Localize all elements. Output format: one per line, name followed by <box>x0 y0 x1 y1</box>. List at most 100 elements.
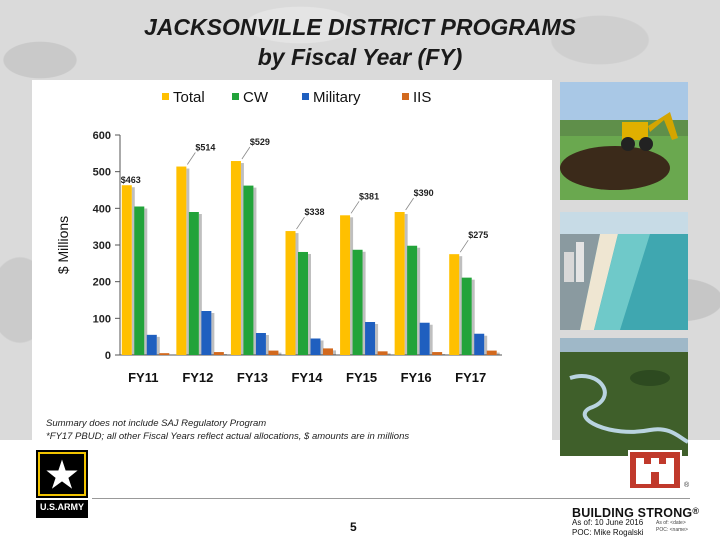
data-label: $390 <box>414 188 434 198</box>
bar-shadow <box>496 352 500 355</box>
legend-swatch-iis <box>402 93 409 100</box>
bar-shadow <box>442 354 446 355</box>
y-axis-title: $ Millions <box>55 216 71 274</box>
data-label-leader <box>187 152 196 165</box>
bar-shadow <box>471 279 475 355</box>
building-strong-registered: ® <box>692 506 700 516</box>
usace-castle-logo <box>628 450 682 490</box>
bar-military-fy14 <box>310 338 321 355</box>
bar-shadow <box>333 350 336 355</box>
data-label: $275 <box>468 230 488 240</box>
x-tick-label: FY15 <box>346 370 377 385</box>
y-tick-label: 300 <box>93 240 111 252</box>
data-label-leader <box>405 197 414 211</box>
y-tick-label: 200 <box>93 277 111 289</box>
bar-iis-fy12 <box>213 352 224 355</box>
bar-shadow <box>362 251 366 355</box>
bar-total-fy15 <box>340 215 351 355</box>
legend-swatch-total <box>162 93 169 100</box>
bar-cw-fy16 <box>407 245 418 355</box>
x-tick-label: FY13 <box>237 370 268 385</box>
construction-photo <box>560 82 688 200</box>
data-label-leader <box>350 201 360 214</box>
poc-name: POC: Mike Rogalski <box>572 528 644 537</box>
bar-chart: 0 100 200 300 400 500 600 $ Millions $463 FY11 $51… <box>55 89 502 385</box>
bar-iis-fy13 <box>268 350 279 355</box>
bar-military-fy13 <box>255 333 266 355</box>
legend-swatch-cw <box>232 93 239 100</box>
bar-cw-fy11 <box>134 206 145 355</box>
building-strong-text: BUILDING STRONG® <box>572 506 699 520</box>
legend-label-military: Military <box>313 89 361 106</box>
data-label: $529 <box>250 137 270 147</box>
bar-shadow <box>429 324 433 355</box>
x-tick-label: FY17 <box>455 370 486 385</box>
legend-swatch-military <box>302 93 309 100</box>
bar-cw-fy13 <box>243 185 254 355</box>
x-tick-label: FY16 <box>401 370 432 385</box>
bar-iis-fy14 <box>323 348 333 355</box>
bar-iis-fy11 <box>159 353 170 355</box>
bar-iis-fy16 <box>432 352 443 355</box>
bar-shadow <box>253 187 257 355</box>
tiny-as-of: As of: <date> <box>656 520 686 526</box>
bar-shadow <box>375 324 379 355</box>
page-number: 5 <box>350 520 357 534</box>
bar-shadow <box>308 253 311 355</box>
x-tick-label: FY14 <box>291 370 323 385</box>
army-logo-text: U.S.ARMY <box>39 502 84 512</box>
data-label: $514 <box>195 143 215 153</box>
footer-divider <box>92 498 690 499</box>
bar-total-fy12 <box>176 166 187 355</box>
bar-shadow <box>198 214 202 355</box>
data-label-leader <box>296 216 305 230</box>
bar-shadow <box>387 353 391 355</box>
title-line-1: JACKSONVILLE DISTRICT PROGRAMS <box>144 14 576 40</box>
data-label: $381 <box>359 191 379 201</box>
legend-label-cw: CW <box>243 89 269 106</box>
bar-shadow <box>156 336 160 355</box>
title-line-2: by Fiscal Year (FY) <box>257 44 463 70</box>
y-tick-label: 500 <box>93 167 111 179</box>
bar-total-fy13 <box>230 161 241 355</box>
bar-shadow <box>223 354 227 355</box>
footer-band <box>0 440 720 540</box>
bar-cw-fy12 <box>188 212 199 355</box>
bar-military-fy16 <box>419 322 430 355</box>
bar-iis-fy17 <box>486 350 497 355</box>
castle-registered-mark: ® <box>684 482 690 489</box>
bar-shadow <box>295 233 299 355</box>
us-army-logo <box>36 450 88 520</box>
chart-panel: 0 100 200 300 400 500 600 $ Millions $463 FY11 $51… <box>32 80 552 446</box>
tiny-poc: POC: <name> <box>656 527 688 533</box>
tiny-template-text: As of: <date> POC: <name> <box>656 520 688 534</box>
y-tick-label: 600 <box>93 130 111 142</box>
bar-shadow <box>131 187 135 355</box>
everglades-photo <box>560 338 688 456</box>
x-tick-label: FY12 <box>182 370 213 385</box>
bar-military-fy17 <box>474 333 485 355</box>
y-tick-label: 100 <box>93 313 111 325</box>
bar-shadow <box>404 214 408 355</box>
bar-cw-fy17 <box>461 277 472 355</box>
bar-military-fy11 <box>146 334 157 355</box>
note-line-2: *FY17 PBUD; all other Fiscal Years refle… <box>46 431 410 442</box>
bar-shadow <box>186 168 190 355</box>
bar-shadow <box>265 335 269 355</box>
bar-total-fy16 <box>394 212 405 355</box>
bar-shadow <box>278 352 282 355</box>
x-tick-label: FY11 <box>128 370 158 385</box>
bar-shadow <box>144 208 148 355</box>
bar-cw-fy15 <box>352 249 363 355</box>
data-label-leader <box>459 239 469 253</box>
bar-shadow <box>484 335 488 355</box>
bar-military-fy15 <box>365 322 376 355</box>
bar-shadow <box>320 340 324 355</box>
data-label-leader <box>241 146 251 160</box>
bar-total-fy17 <box>449 254 460 355</box>
bar-shadow <box>459 256 463 355</box>
bar-total-fy14 <box>285 231 296 355</box>
bar-shadow <box>211 313 215 355</box>
bar-shadow <box>417 247 421 355</box>
y-tick-label: 0 <box>105 350 111 362</box>
